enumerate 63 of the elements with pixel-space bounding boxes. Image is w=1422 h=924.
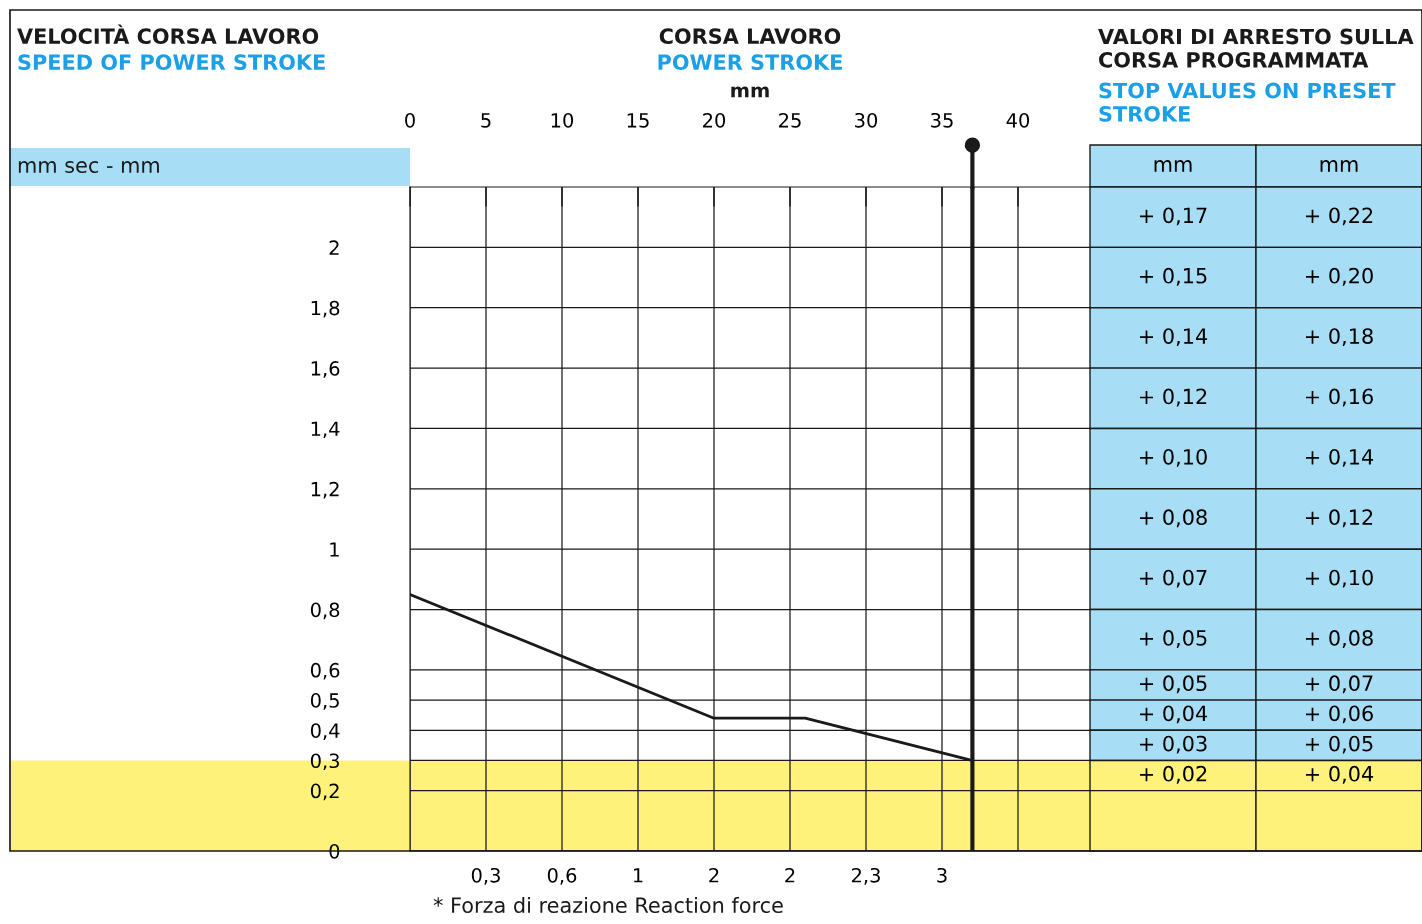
text: 1 bbox=[633, 868, 643, 883]
y-tick-label: 0,3 bbox=[310, 753, 339, 771]
text: + 0,18 bbox=[1305, 328, 1373, 347]
text: + 0,12 bbox=[1139, 388, 1207, 407]
text: SPEED OF POWER STROKE bbox=[18, 54, 325, 71]
text: + 0,15 bbox=[1139, 267, 1207, 286]
y-tick-label: 1,8 bbox=[311, 300, 340, 318]
y-tick-label: 0,6 bbox=[310, 662, 340, 680]
text: + 0,12 bbox=[1305, 509, 1373, 528]
text: STOP VALUES ON PRESET STROKE bbox=[1099, 82, 1396, 122]
chart-subtitle: POWER STROKE bbox=[658, 54, 842, 71]
text: + 0,10 bbox=[1305, 569, 1373, 588]
x-tick-label: 0 bbox=[405, 112, 415, 128]
text: + 0,17 bbox=[1139, 207, 1207, 226]
text: + 0,14 bbox=[1139, 328, 1208, 347]
text: 3 bbox=[937, 867, 947, 883]
text: + 0,10 bbox=[1139, 448, 1207, 467]
text: + 0,14 bbox=[1305, 448, 1374, 467]
chart-title: CORSA LAVORO bbox=[659, 28, 841, 45]
text: + 0,07 bbox=[1305, 675, 1373, 694]
text: + 0,05 bbox=[1139, 630, 1207, 648]
text: + 0,08 bbox=[1139, 509, 1207, 528]
text: VELOCITÀ CORSA LAVORO bbox=[17, 24, 319, 45]
y-tick-label: 1,2 bbox=[311, 481, 339, 499]
x-tick-label: 35 bbox=[931, 112, 953, 128]
y-axis-title: mm sec - mm bbox=[18, 161, 159, 174]
y-tick-label: 0,8 bbox=[310, 602, 340, 620]
text: * Forza di reazione Reaction force bbox=[433, 896, 783, 914]
text: + 0,06 bbox=[1305, 705, 1373, 724]
y-tick-label: 1 bbox=[330, 542, 339, 557]
text: + 0,05 bbox=[1305, 735, 1373, 754]
text: 0,6 bbox=[547, 867, 577, 885]
text: + 0,03 bbox=[1139, 735, 1207, 754]
x-tick-label: 20 bbox=[703, 112, 726, 128]
text: + 0,04 bbox=[1305, 765, 1374, 784]
x-tick-label: 10 bbox=[551, 112, 574, 128]
y-tick-label: 0,2 bbox=[310, 783, 339, 801]
x-tick-label: 30 bbox=[855, 112, 878, 128]
text: + 0,02 bbox=[1139, 765, 1207, 784]
y-tick-label: 0,4 bbox=[310, 723, 340, 740]
y-tick-label: 2 bbox=[329, 240, 339, 255]
text: + 0,20 bbox=[1305, 267, 1373, 286]
text: + 0,08 bbox=[1305, 630, 1373, 648]
text: VALORI DI ARRESTO SULLA CORSA PROGRAMMATA bbox=[1098, 28, 1414, 68]
text: 2 bbox=[785, 867, 795, 883]
text: + 0,22 bbox=[1305, 207, 1373, 226]
text: 2 bbox=[709, 867, 719, 883]
x-tick-label: 40 bbox=[1006, 112, 1030, 128]
x-axis-title: mm bbox=[731, 86, 769, 98]
y-tick-label: 0,5 bbox=[310, 693, 339, 710]
x-tick-label: 5 bbox=[481, 113, 491, 128]
text: 0,3 bbox=[471, 867, 500, 885]
text: + 0,04 bbox=[1139, 705, 1208, 724]
x-tick-label: 25 bbox=[779, 112, 801, 128]
text: mm bbox=[1154, 160, 1192, 172]
text: 2,3 bbox=[851, 867, 880, 885]
x-tick-label: 15 bbox=[627, 113, 649, 128]
text: + 0,05 bbox=[1139, 675, 1207, 694]
text: + 0,07 bbox=[1139, 569, 1207, 588]
text: mm bbox=[1320, 160, 1358, 172]
y-tick-label: 1,4 bbox=[311, 421, 340, 439]
text: + 0,16 bbox=[1305, 388, 1373, 407]
y-tick-label: 1,6 bbox=[311, 361, 340, 378]
